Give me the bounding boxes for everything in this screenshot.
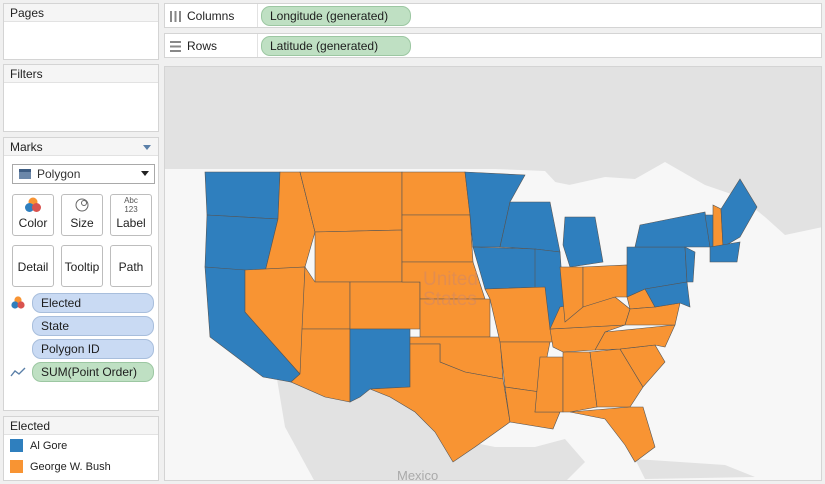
rows-shelf-label-group: Rows [170, 39, 217, 53]
size-button-label: Size [70, 216, 94, 230]
legend-item-george-w-bush[interactable]: George W. Bush [10, 460, 111, 473]
state-wyoming[interactable] [314, 229, 403, 283]
state-maine[interactable] [720, 178, 758, 248]
state-massachusetts-ct-ri[interactable] [709, 241, 741, 263]
color-button-label: Color [18, 216, 48, 230]
state-montana[interactable] [299, 171, 403, 233]
detail-button-label: Detail [17, 260, 49, 274]
shelf-divider [257, 34, 258, 57]
point-order-field-pill[interactable]: SUM(Point Order) [32, 362, 154, 382]
filters-card[interactable]: Filters [3, 64, 159, 132]
rows-shelf[interactable]: Rows Latitude (generated) [164, 33, 822, 58]
elected-field-pill[interactable]: Elected [32, 293, 154, 313]
state-maryland-delaware-dc[interactable] [644, 281, 691, 308]
columns-icon [170, 10, 181, 22]
state-mississippi[interactable] [534, 356, 564, 413]
pages-card[interactable]: Pages [3, 3, 159, 60]
chevron-down-icon [141, 171, 149, 176]
mark-type-dropdown[interactable]: Polygon [12, 164, 155, 184]
label-icon: Abc 123 [124, 196, 138, 214]
color-icon [24, 196, 42, 214]
polygon-id-field-pill[interactable]: Polygon ID [32, 339, 154, 359]
state-new-york[interactable] [634, 211, 711, 248]
marks-title: Marks [4, 138, 158, 156]
color-button[interactable]: Color [12, 194, 54, 236]
legend-item-al-gore[interactable]: Al Gore [10, 439, 67, 452]
columns-shelf[interactable]: Columns Longitude (generated) [164, 3, 822, 28]
neighbor-country-label: Mexico [397, 468, 438, 481]
latitude-pill[interactable]: Latitude (generated) [261, 36, 411, 56]
state-virginia[interactable] [624, 302, 681, 326]
state-florida[interactable] [569, 406, 656, 463]
state-new-jersey[interactable] [684, 246, 696, 283]
state-iowa[interactable] [472, 246, 546, 290]
marks-menu-caret-icon[interactable] [143, 145, 151, 150]
state-ohio[interactable] [582, 264, 628, 308]
state-alabama[interactable] [562, 351, 598, 413]
tooltip-button-label: Tooltip [64, 260, 100, 274]
detail-button[interactable]: Detail [12, 245, 54, 287]
country-label: States [423, 289, 477, 310]
color-field-icon [8, 293, 28, 313]
great-lakes [530, 177, 665, 239]
legend-label: George W. Bush [30, 460, 111, 473]
rows-icon [170, 40, 181, 52]
size-button[interactable]: Size [61, 194, 103, 236]
us-election-map[interactable]: United States Mexico [165, 67, 822, 481]
legend-swatch [10, 439, 23, 452]
polygon-mark-icon [19, 169, 31, 179]
state-washington[interactable] [204, 171, 281, 220]
label-button[interactable]: Abc 123 Label [110, 194, 152, 236]
elected-legend: Elected Al Gore George W. Bush [3, 416, 159, 481]
rows-label: Rows [187, 39, 218, 53]
state-michigan[interactable] [562, 216, 604, 268]
state-wisconsin[interactable] [499, 201, 561, 253]
tooltip-button[interactable]: Tooltip [61, 245, 103, 287]
path-button[interactable]: Path [110, 245, 152, 287]
path-button-label: Path [118, 260, 144, 274]
state-north-dakota[interactable] [401, 171, 471, 216]
state-texas[interactable] [369, 343, 511, 463]
longitude-pill[interactable]: Longitude (generated) [261, 6, 411, 26]
state-field-pill[interactable]: State [32, 316, 154, 336]
state-colorado[interactable] [349, 281, 421, 330]
legend-title: Elected [4, 417, 158, 435]
size-icon [74, 196, 90, 214]
map-view[interactable]: United States Mexico [164, 66, 822, 481]
legend-swatch [10, 460, 23, 473]
columns-label: Columns [187, 9, 235, 23]
columns-shelf-label-group: Columns [170, 9, 234, 23]
caribbean-land [635, 459, 755, 479]
states-layer [204, 171, 758, 463]
country-label: United [423, 269, 478, 290]
path-field-icon [8, 362, 28, 382]
canada-land [165, 67, 821, 235]
filters-title: Filters [4, 65, 158, 83]
marks-card: Marks Polygon Color Size Abc 123 Label D… [3, 137, 159, 411]
state-south-dakota[interactable] [401, 214, 474, 263]
shelf-divider [257, 4, 258, 27]
mark-type-value: Polygon [37, 167, 81, 181]
pages-title: Pages [4, 4, 158, 22]
legend-label: Al Gore [30, 439, 68, 452]
label-button-label: Label [116, 216, 146, 230]
